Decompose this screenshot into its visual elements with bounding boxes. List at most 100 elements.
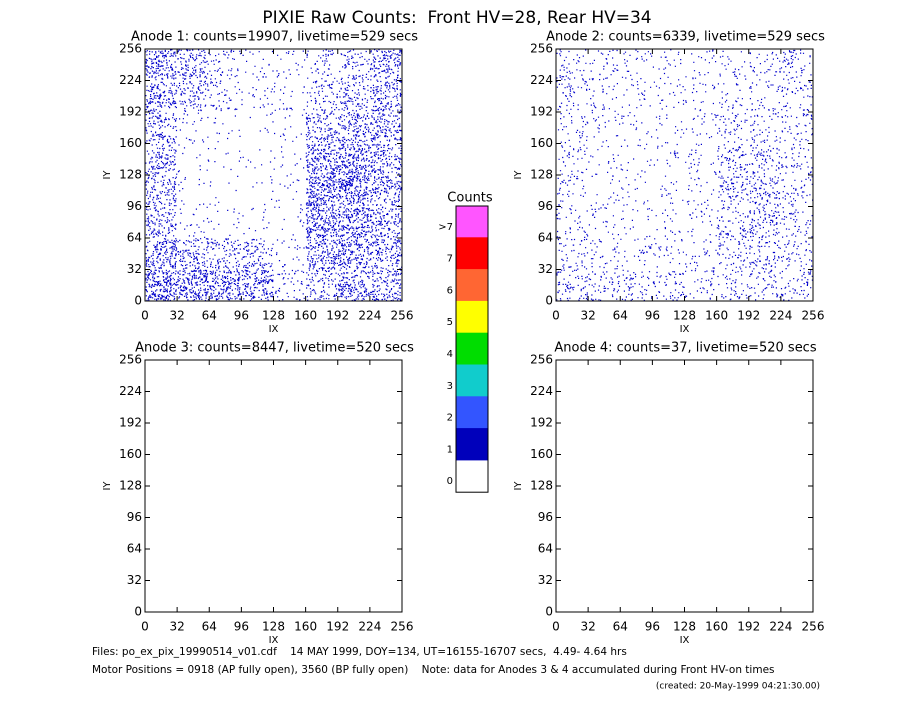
x-tick-label: 192	[737, 620, 760, 634]
x-tick-label: 64	[613, 309, 628, 323]
y-tick-label: 96	[127, 510, 142, 524]
x-tick-label: 160	[705, 620, 728, 634]
count-cell	[337, 269, 370, 302]
count-cell	[145, 81, 178, 112]
x-tick-label: 32	[169, 309, 184, 323]
x-tick-label: 128	[262, 620, 285, 634]
y-tick-label: 128	[530, 168, 553, 182]
count-cell	[660, 175, 684, 204]
count-cell	[556, 80, 588, 111]
y-tick-label: 128	[119, 168, 142, 182]
y-tick-label: 256	[119, 42, 142, 56]
y-tick-label: 160	[119, 136, 142, 150]
y-tick-label: 64	[538, 542, 553, 556]
count-cell	[337, 112, 370, 144]
colorbar-frame	[455, 205, 489, 493]
y-tick-label: 256	[119, 353, 142, 367]
colorbar-box	[455, 205, 489, 239]
x-tick-label: 128	[673, 620, 696, 634]
count-cell	[684, 269, 715, 300]
count-cell	[145, 112, 178, 144]
colorbar-label: 1	[447, 444, 453, 455]
count-cell	[177, 238, 210, 270]
x-tick-label: 224	[358, 309, 381, 323]
y-tick-label: 64	[127, 542, 142, 556]
count-cell	[370, 175, 402, 207]
colorbar-label: >7	[438, 222, 453, 233]
colorbar-box	[455, 237, 489, 271]
y-tick-label: 256	[530, 42, 553, 56]
colorbar-label: 5	[447, 317, 453, 328]
footer-motor: Motor Positions = 0918 (AP fully open), …	[92, 664, 775, 676]
chart-title: PIXIE Raw Counts: Front HV=28, Rear HV=3…	[262, 8, 651, 28]
x-tick-label: 224	[769, 620, 792, 634]
count-cell	[591, 112, 621, 143]
x-tick-label: 32	[580, 620, 595, 634]
y-tick-label: 32	[127, 573, 142, 587]
count-cell	[588, 271, 621, 301]
count-cell	[370, 206, 402, 239]
panel-title: Anode 1: counts=19907, livetime=529 secs	[131, 30, 418, 45]
count-cell	[145, 238, 178, 269]
count-cell	[685, 113, 717, 139]
x-tick-label: 256	[391, 620, 414, 634]
count-cell	[177, 49, 210, 80]
colorbar-box	[455, 332, 489, 366]
count-cell	[749, 144, 781, 175]
count-cell	[209, 80, 241, 112]
x-axis-label: IX	[680, 635, 690, 646]
count-cell	[590, 238, 620, 270]
x-tick-label: 64	[202, 620, 217, 634]
count-cell	[749, 175, 781, 207]
count-cell	[370, 80, 403, 112]
x-tick-label: 224	[358, 620, 381, 634]
y-axis-label: IY	[102, 170, 113, 180]
colorbar-box	[455, 269, 489, 302]
count-cell	[719, 50, 747, 80]
count-cell	[276, 50, 306, 79]
x-tick-label: 96	[645, 309, 660, 323]
y-tick-label: 160	[119, 447, 142, 461]
y-tick-label: 192	[119, 105, 142, 119]
count-cell	[305, 175, 338, 207]
count-cell	[241, 238, 274, 270]
count-cell	[621, 49, 653, 81]
count-cell	[145, 143, 178, 176]
count-cell	[177, 269, 210, 302]
x-tick-label: 160	[294, 309, 317, 323]
count-cell	[780, 49, 812, 81]
count-cell	[369, 49, 403, 81]
y-tick-label: 256	[530, 353, 553, 367]
y-tick-label: 0	[134, 605, 142, 619]
y-tick-label: 224	[530, 384, 553, 398]
x-tick-label: 64	[613, 620, 628, 634]
panel-title: Anode 4: counts=37, livetime=520 secs	[554, 341, 816, 356]
x-tick-label: 96	[234, 309, 249, 323]
x-tick-label: 192	[737, 309, 760, 323]
count-cell	[177, 80, 210, 112]
colorbar-label: 6	[447, 285, 453, 296]
count-cell	[718, 175, 749, 206]
x-tick-label: 224	[769, 309, 792, 323]
colorbar-box	[455, 300, 489, 334]
count-cell	[305, 112, 338, 144]
y-tick-label: 128	[119, 479, 142, 493]
x-axis-label: IX	[269, 635, 279, 646]
y-axis-label: IY	[513, 481, 524, 491]
count-cell	[749, 51, 781, 81]
y-tick-label: 64	[127, 231, 142, 245]
y-tick-label: 224	[119, 73, 142, 87]
colorbar-box	[455, 428, 489, 461]
colorbar-label: 3	[447, 381, 453, 392]
colorbar-box	[456, 460, 488, 493]
count-cell	[717, 238, 749, 270]
x-tick-label: 160	[705, 309, 728, 323]
x-tick-label: 96	[645, 620, 660, 634]
count-cell	[209, 269, 242, 301]
x-tick-label: 192	[326, 309, 349, 323]
y-tick-label: 192	[119, 416, 142, 430]
x-tick-label: 128	[673, 309, 696, 323]
y-tick-label: 192	[530, 105, 553, 119]
y-tick-label: 96	[538, 199, 553, 213]
x-tick-label: 0	[552, 620, 560, 634]
